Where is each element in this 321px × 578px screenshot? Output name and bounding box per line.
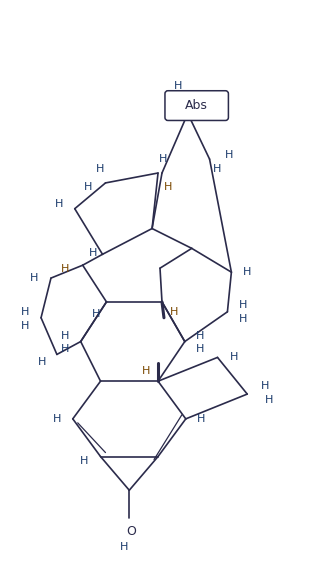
Text: H: H <box>55 199 63 209</box>
Text: H: H <box>120 542 128 552</box>
Text: H: H <box>170 307 178 317</box>
Text: H: H <box>225 150 234 160</box>
Text: H: H <box>239 300 247 310</box>
Text: H: H <box>80 455 88 465</box>
Text: H: H <box>142 366 150 376</box>
Text: Abs: Abs <box>185 99 208 112</box>
Text: H: H <box>88 249 97 258</box>
Text: H: H <box>38 357 46 368</box>
FancyBboxPatch shape <box>165 91 229 120</box>
Text: O: O <box>126 525 136 538</box>
Text: H: H <box>213 164 222 174</box>
Text: H: H <box>61 344 69 354</box>
Text: H: H <box>174 81 182 91</box>
Text: H: H <box>164 182 172 192</box>
Text: H: H <box>92 309 101 319</box>
Text: H: H <box>239 314 247 324</box>
Text: H: H <box>21 321 29 331</box>
Text: H: H <box>195 331 204 340</box>
Text: H: H <box>196 414 205 424</box>
Text: H: H <box>61 264 69 274</box>
Text: H: H <box>230 353 239 362</box>
Text: H: H <box>96 164 105 174</box>
Text: H: H <box>195 344 204 354</box>
Text: H: H <box>261 381 269 391</box>
Text: H: H <box>30 273 38 283</box>
Text: H: H <box>83 182 92 192</box>
Text: H: H <box>265 395 273 405</box>
Text: H: H <box>61 331 69 340</box>
Text: H: H <box>53 414 61 424</box>
Text: H: H <box>159 154 167 164</box>
Text: H: H <box>21 307 29 317</box>
Text: H: H <box>243 267 251 277</box>
